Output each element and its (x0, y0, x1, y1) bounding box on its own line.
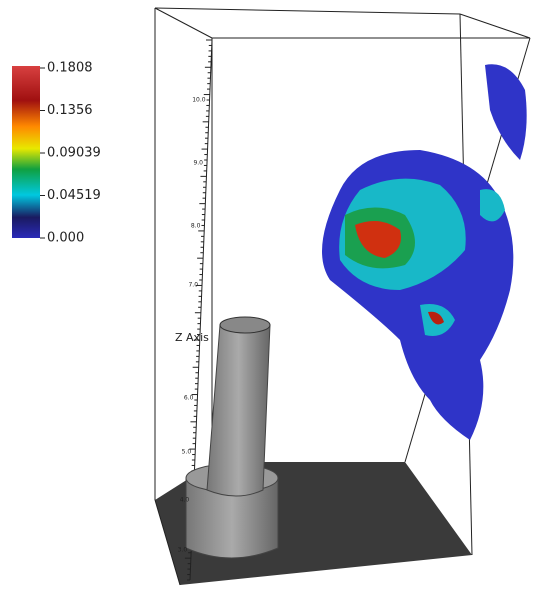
viewport: 0.1808 0.1356 0.09039 0.04519 0.000 Z Axis 1… (0, 0, 538, 589)
z-tick-label: 6.0 (184, 395, 194, 402)
z-tick-label: 10.0 (192, 97, 206, 104)
colorbar (12, 66, 40, 238)
colorbar-label: 0.1808 (47, 61, 93, 76)
colorbar-label: 0.09039 (47, 146, 101, 161)
colorbar-label: 0.000 (47, 231, 84, 246)
colorbar-label: 0.1356 (47, 103, 93, 118)
burner (186, 317, 278, 558)
colorbar-label: 0.04519 (47, 188, 101, 203)
plume (322, 64, 527, 440)
page: 0.1808 0.1356 0.09039 0.04519 0.000 Z Axis 1… (0, 0, 538, 589)
z-tick-label: 3.0 (178, 547, 188, 554)
z-tick-label: 5.0 (182, 449, 192, 456)
z-tick-label: 9.0 (193, 160, 203, 167)
z-tick-label: 7.0 (188, 282, 198, 289)
colorbar-labels: 0.1808 0.1356 0.09039 0.04519 0.000 (40, 61, 101, 246)
z-tick-label: 8.0 (191, 223, 201, 230)
axis-title: Z Axis (175, 331, 209, 344)
z-tick-label: 4.0 (180, 497, 190, 504)
